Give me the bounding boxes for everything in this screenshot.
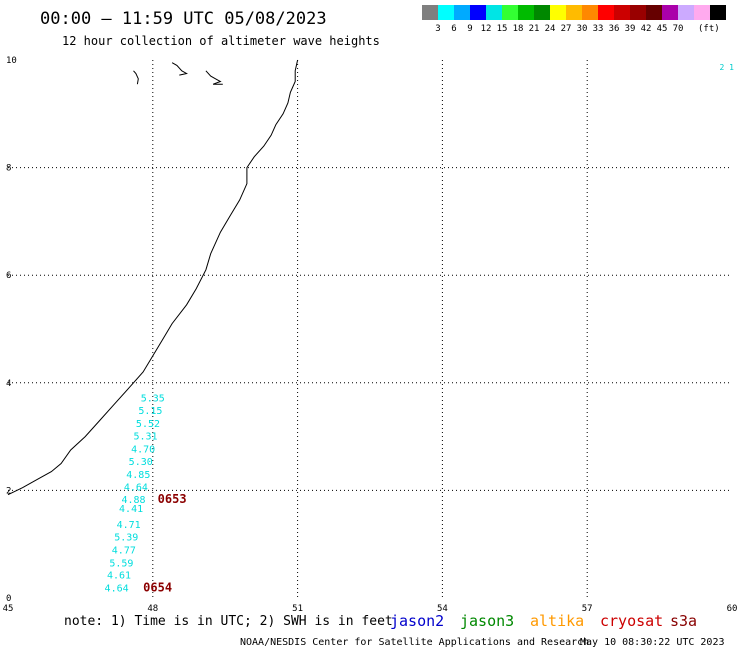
y-tick-label: 0: [6, 594, 11, 604]
color-swatch: [630, 5, 646, 20]
swh-value-label: 4.61: [107, 571, 131, 582]
y-tick-label: 10: [6, 56, 17, 66]
note-text: note: 1) Time is in UTC; 2) SWH is in fe…: [64, 614, 393, 629]
island-outline: [133, 70, 139, 85]
coastline-path: [7, 59, 299, 496]
x-tick-label: 45: [3, 604, 14, 614]
x-tick-label: 54: [437, 604, 448, 614]
swh-value-label: 5.39: [114, 532, 138, 543]
color-swatch: [502, 5, 518, 20]
swh-value-label: 4.88: [121, 495, 145, 506]
color-scale-label: 6: [451, 24, 456, 34]
color-scale-label: 30: [577, 24, 588, 34]
map-grid: [8, 60, 732, 598]
color-scale-label: 12: [481, 24, 492, 34]
color-swatch: [550, 5, 566, 20]
color-scale-label: 70: [673, 24, 684, 34]
page-subtitle: 12 hour collection of altimeter wave hei…: [62, 34, 380, 48]
pass-times: 0653 0654: [143, 492, 186, 595]
color-swatch: [598, 5, 614, 20]
x-tick-label: 48: [147, 604, 158, 614]
island-outline: [171, 62, 188, 76]
x-tick-label: 60: [727, 604, 738, 614]
color-scale-label: 33: [593, 24, 604, 34]
color-swatch: [662, 5, 678, 20]
swh-value-label: 5.30: [129, 457, 153, 468]
color-swatch: [646, 5, 662, 20]
legend-altika: altika: [530, 612, 584, 630]
color-swatch: [518, 5, 534, 20]
color-scale-label: 18: [513, 24, 524, 34]
color-scale-label: 15: [497, 24, 508, 34]
legend-s3a: s3a: [670, 612, 697, 630]
swh-value-label: 5.59: [109, 558, 133, 569]
color-swatch: [470, 5, 486, 20]
color-scale-label: 27: [561, 24, 572, 34]
legend-cryosat: cryosat: [600, 612, 663, 630]
swh-value-label: 5.31: [134, 431, 158, 442]
color-swatch: [678, 5, 694, 20]
swh-value-label: 4.77: [112, 545, 136, 556]
color-scale-bar: 3 6 9 12 15 18 21 24 27 30 33 36 39 42 45 70 (ft): [422, 5, 726, 34]
y-tick-label: 8: [6, 164, 11, 174]
color-swatch: [582, 5, 598, 20]
swh-track: 5.355.155.525.314.705.304.854.644.884.41…: [105, 394, 165, 595]
island-outline: [205, 70, 223, 85]
swh-value-label: 4.71: [117, 520, 141, 531]
pass-time-label: 0653: [158, 492, 187, 506]
color-swatch: [614, 5, 630, 20]
coastline: [7, 59, 299, 496]
swh-value-label: 4.70: [131, 445, 155, 456]
swh-value-label: 4.64: [105, 584, 129, 595]
color-swatch: [454, 5, 470, 20]
color-scale-label: 39: [625, 24, 636, 34]
swh-value-label: 5.15: [138, 406, 162, 417]
color-scale-label: 9: [467, 24, 472, 34]
y-tick-label: 4: [6, 379, 11, 389]
legend-jason3: jason3: [460, 612, 514, 630]
swh-value-label: 4.85: [126, 470, 150, 481]
color-scale-label: 24: [545, 24, 556, 34]
color-swatch: [566, 5, 582, 20]
satellite-legend: jason2 jason3 altika cryosat s3a: [390, 612, 697, 630]
swh-value-label: 5.35: [141, 394, 165, 405]
color-scale-unit: (ft): [698, 24, 720, 34]
page-title: 00:00 — 11:59 UTC 05/08/2023: [40, 9, 327, 29]
y-tick-label: 2: [6, 486, 11, 496]
color-swatch: [710, 5, 726, 20]
timestamp-text: May 10 08:30:22 UTC 2023: [580, 637, 725, 648]
x-tick-label: 57: [582, 604, 593, 614]
credit-text: NOAA/NESDIS Center for Satellite Applica…: [240, 637, 589, 648]
pass-time-label: 0654: [143, 581, 172, 595]
color-swatch: [422, 5, 438, 20]
color-scale-label: 42: [641, 24, 652, 34]
y-tick-label: 6: [6, 271, 11, 281]
swh-value-label: 4.41: [119, 504, 143, 515]
x-tick-label: 51: [292, 604, 303, 614]
color-scale-label: 36: [609, 24, 620, 34]
color-swatch: [438, 5, 454, 20]
axis-ticks: 45 48 51 54 57 60 0 2 4 6 8 10: [3, 56, 738, 614]
legend-jason2: jason2: [390, 612, 444, 630]
color-swatch: [486, 5, 502, 20]
edge-mark: 2 1: [720, 63, 735, 72]
color-swatch: [694, 5, 710, 20]
color-scale-label: 45: [657, 24, 668, 34]
color-scale-label: 3: [435, 24, 440, 34]
swh-value-label: 5.52: [136, 419, 160, 430]
swh-value-label: 4.64: [124, 482, 148, 493]
color-swatch: [534, 5, 550, 20]
color-scale-label: 21: [529, 24, 540, 34]
